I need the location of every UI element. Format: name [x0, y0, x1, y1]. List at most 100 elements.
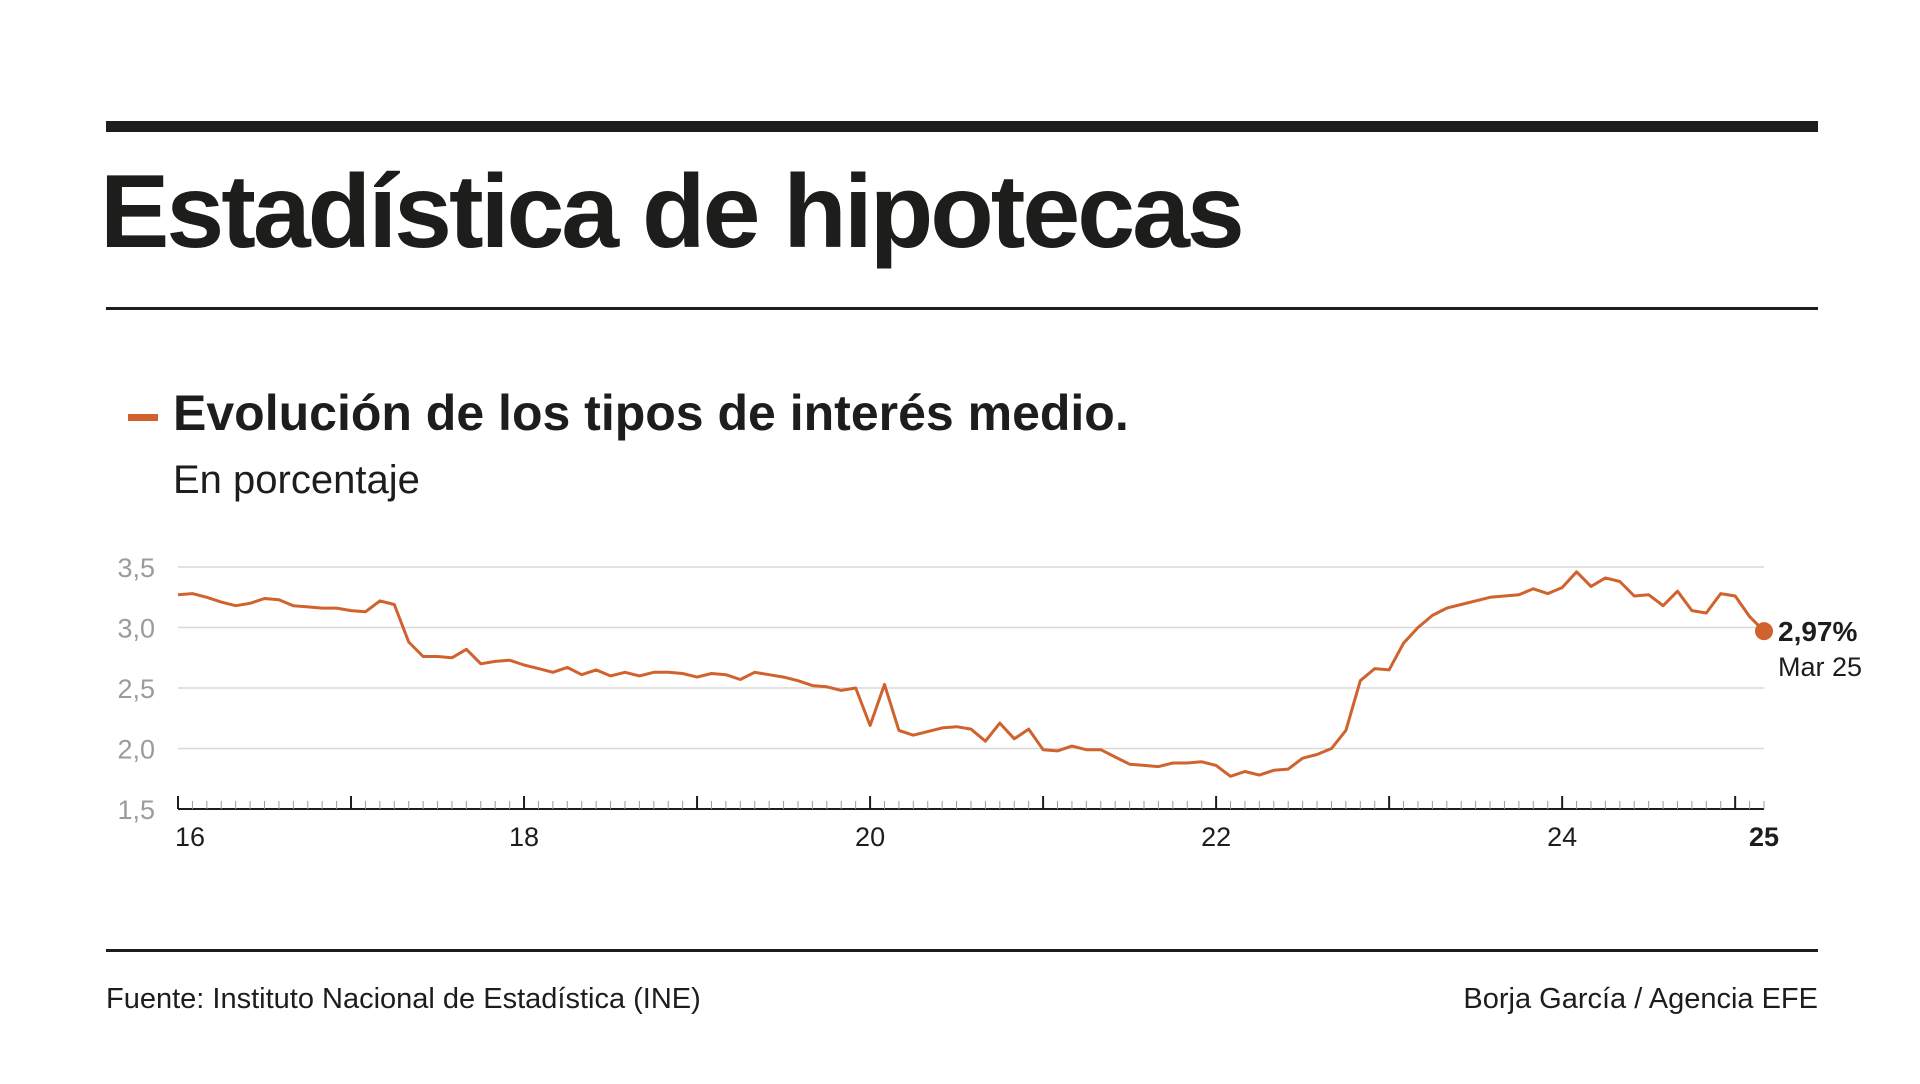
data-point: [796, 679, 800, 683]
data-point: [1012, 737, 1016, 741]
data-point: [1041, 748, 1045, 752]
data-point: [580, 673, 584, 677]
data-point: [1243, 769, 1247, 773]
data-point: [767, 673, 771, 677]
data-point: [1589, 584, 1593, 588]
data-point: [508, 658, 512, 662]
data-point: [479, 662, 483, 666]
data-point: [1286, 767, 1290, 771]
data-point: [1329, 747, 1333, 751]
chart-subtitle: En porcentaje: [173, 458, 420, 502]
data-point: [940, 726, 944, 730]
data-point: [1459, 603, 1463, 607]
data-point: [407, 640, 411, 644]
data-point: [666, 670, 670, 674]
data-point: [1733, 594, 1737, 598]
data-point: [623, 670, 627, 674]
y-tick-label: 2,5: [117, 674, 155, 704]
data-point: [897, 728, 901, 732]
data-point: [983, 739, 987, 743]
y-tick-label: 3,5: [117, 553, 155, 583]
data-point: [522, 663, 526, 667]
y-tick-label: 1,5: [117, 795, 155, 825]
data-point: [1704, 611, 1708, 615]
data-point: [1430, 613, 1434, 617]
data-point: [1373, 667, 1377, 671]
x-tick-label: 20: [855, 822, 885, 852]
data-point: [335, 606, 339, 610]
data-point: [724, 673, 728, 677]
data-point: [1128, 762, 1132, 766]
data-point: [1070, 744, 1074, 748]
data-point: [1647, 593, 1651, 597]
data-point: [810, 684, 814, 688]
page-title: Estadística de hipotecas: [100, 154, 1245, 270]
data-point: [1575, 570, 1579, 574]
y-tick-label: 2,0: [117, 735, 155, 765]
data-point: [868, 724, 872, 728]
data-point: [363, 610, 367, 614]
data-point: [681, 671, 685, 675]
data-point: [839, 688, 843, 692]
data-point: [1387, 668, 1391, 672]
data-point: [1517, 593, 1521, 597]
data-point: [219, 600, 223, 604]
data-point: [234, 604, 238, 608]
data-point: [1502, 594, 1506, 598]
data-point: [306, 605, 310, 609]
data-point: [1416, 626, 1420, 630]
data-point: [450, 656, 454, 660]
data-point: [1748, 615, 1752, 619]
data-point: [911, 733, 915, 737]
data-point: [782, 675, 786, 679]
data-point: [882, 682, 886, 686]
data-point: [926, 730, 930, 734]
x-tick-label: 18: [509, 822, 539, 852]
last-date-label: Mar 25: [1778, 652, 1862, 682]
data-point: [594, 668, 598, 672]
data-point: [969, 727, 973, 731]
data-point: [709, 671, 713, 675]
data-point: [825, 685, 829, 689]
data-point: [436, 655, 440, 659]
data-point: [378, 599, 382, 603]
x-tick-label: 25: [1749, 822, 1779, 852]
data-point: [1214, 763, 1218, 767]
data-point: [753, 670, 757, 674]
title-divider: [106, 307, 1818, 310]
data-point: [1358, 679, 1362, 683]
data-point: [1099, 748, 1103, 752]
data-point: [1315, 753, 1319, 757]
data-point: [536, 667, 540, 671]
data-point: [1344, 728, 1348, 732]
footer-divider: [106, 949, 1818, 952]
data-point: [205, 595, 209, 599]
data-point: [1257, 773, 1261, 777]
data-point: [190, 592, 194, 596]
data-point: [1488, 595, 1492, 599]
data-point: [1690, 609, 1694, 613]
data-point: [551, 670, 555, 674]
data-point: [349, 609, 353, 613]
data-point: [998, 721, 1002, 725]
series-line: [177, 570, 1766, 778]
data-point: [1027, 727, 1031, 731]
data-point: [1560, 586, 1564, 590]
data-point: [277, 598, 281, 602]
data-point: [695, 675, 699, 679]
chart-title: Evolución de los tipos de interés medio.: [173, 385, 1129, 441]
data-point: [1185, 761, 1189, 765]
data-point: [609, 674, 613, 678]
top-rule: [106, 121, 1818, 132]
data-point: [263, 596, 267, 600]
data-point: [1272, 768, 1276, 772]
credit-note: Borja García / Agencia EFE: [1463, 983, 1818, 1015]
data-point: [1056, 749, 1060, 753]
y-tick-label: 3,0: [117, 614, 155, 644]
data-point: [493, 659, 497, 663]
data-point: [1661, 604, 1665, 608]
x-tick-label: 22: [1201, 822, 1231, 852]
data-point: [1531, 587, 1535, 591]
last-value-label: 2,97%: [1778, 616, 1857, 647]
